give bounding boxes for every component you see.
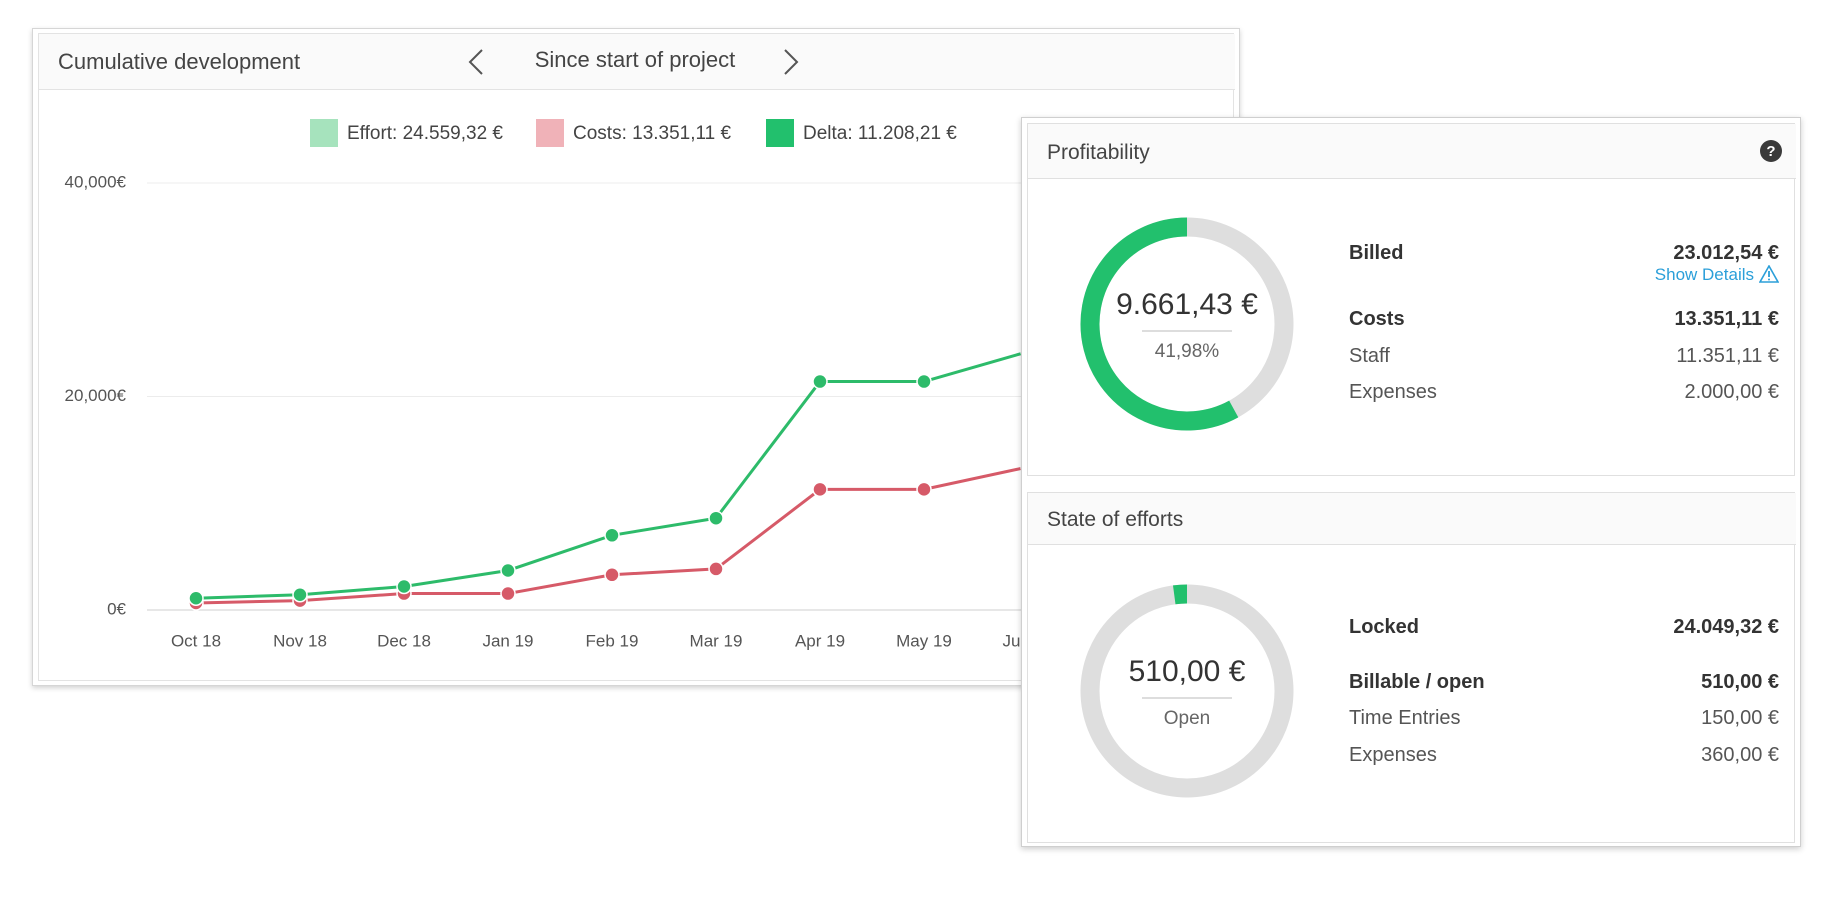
x-tick-label: Jan 19 <box>482 631 533 650</box>
legend-swatch <box>310 119 338 147</box>
profitability-card: Profitability ? 9.661,43 € 41,98% Billed 23… <box>1027 123 1796 476</box>
x-tick-label: Mar 19 <box>690 631 743 650</box>
x-tick-label: Oct 18 <box>171 631 221 650</box>
row-label: Expenses <box>1349 744 1437 766</box>
series-line <box>195 350 1029 600</box>
gauge-amount: 9.661,43 € <box>1116 288 1258 321</box>
panel-title: Cumulative development <box>58 49 301 74</box>
x-tick-label: Dec 18 <box>377 631 431 650</box>
row-label: Costs <box>1349 308 1405 330</box>
efforts-card: State of efforts 510,00 € Open Locked 24.04… <box>1027 492 1796 843</box>
row-label: Expenses <box>1349 381 1437 403</box>
legend-label: Delta: 11.208,21 € <box>803 123 957 144</box>
row-value: 2.000,00 € <box>1684 381 1779 403</box>
gauge: 9.661,43 € 41,98% <box>1080 217 1294 431</box>
row-value: 150,00 € <box>1701 707 1779 729</box>
next-arrow[interactable] <box>781 48 801 76</box>
card-title: State of efforts <box>1047 508 1184 531</box>
data-point <box>916 481 932 498</box>
row-label: Time Entries <box>1349 707 1461 729</box>
y-tick-label: 0€ <box>107 599 126 618</box>
row-label: Locked <box>1349 616 1420 638</box>
row-value: 23.012,54 € <box>1673 242 1779 264</box>
row-label: Billed <box>1349 242 1404 264</box>
legend-swatch <box>536 119 564 147</box>
legend-label: Effort: 24.559,32 € <box>347 123 503 144</box>
legend-swatch <box>766 119 794 147</box>
gauge-caption: 41,98% <box>1155 341 1220 362</box>
x-tick-label: Feb 19 <box>586 631 639 650</box>
svg-text:?: ? <box>1766 143 1775 160</box>
data-point <box>396 578 412 595</box>
gauge: 510,00 € Open <box>1080 584 1294 798</box>
gauge-caption: Open <box>1164 708 1210 729</box>
warning-icon <box>1759 265 1779 283</box>
row-value: 24.049,32 € <box>1673 616 1779 638</box>
row-value: 510,00 € <box>1701 671 1779 693</box>
data-point <box>708 561 724 577</box>
data-point <box>500 562 516 579</box>
gauge-track <box>1080 584 1294 798</box>
row-value: 360,00 € <box>1701 744 1779 766</box>
data-point <box>604 527 620 544</box>
gauge-arc <box>1080 217 1239 431</box>
x-tick-label: May 19 <box>896 631 952 650</box>
help-icon[interactable]: ? <box>1759 139 1783 163</box>
details-link[interactable]: Show Details <box>1654 265 1754 284</box>
warning-shape <box>1759 265 1779 283</box>
row-value: 13.351,11 € <box>1674 308 1779 330</box>
data-point <box>500 585 516 602</box>
side-panel: Profitability ? 9.661,43 € 41,98% Billed 23… <box>1021 117 1801 847</box>
data-point <box>812 481 828 498</box>
data-point <box>292 586 308 603</box>
gauge-amount: 510,00 € <box>1129 655 1246 688</box>
row-label: Billable / open <box>1349 671 1485 693</box>
x-tick-label: Apr 19 <box>795 631 845 650</box>
data-point <box>812 373 828 390</box>
period-label: Since start of project <box>534 47 736 72</box>
warning-dot <box>1768 278 1770 281</box>
card-header <box>1028 493 1796 545</box>
x-tick-label: Nov 18 <box>273 631 327 650</box>
gauge-arc <box>1172 584 1188 605</box>
data-point <box>916 373 932 390</box>
prev-arrow[interactable] <box>466 48 486 76</box>
data-point <box>708 510 724 526</box>
data-point <box>604 567 620 583</box>
card-header <box>1028 124 1796 179</box>
y-tick-label: 20,000€ <box>65 386 127 405</box>
y-tick-label: 40,000€ <box>65 172 127 191</box>
data-point <box>188 590 204 607</box>
row-label: Staff <box>1349 345 1390 367</box>
card-title: Profitability <box>1047 141 1150 164</box>
chart-header <box>39 34 1235 90</box>
legend-label: Costs: 13.351,11 € <box>573 123 732 144</box>
row-value: 11.351,11 € <box>1676 345 1779 367</box>
